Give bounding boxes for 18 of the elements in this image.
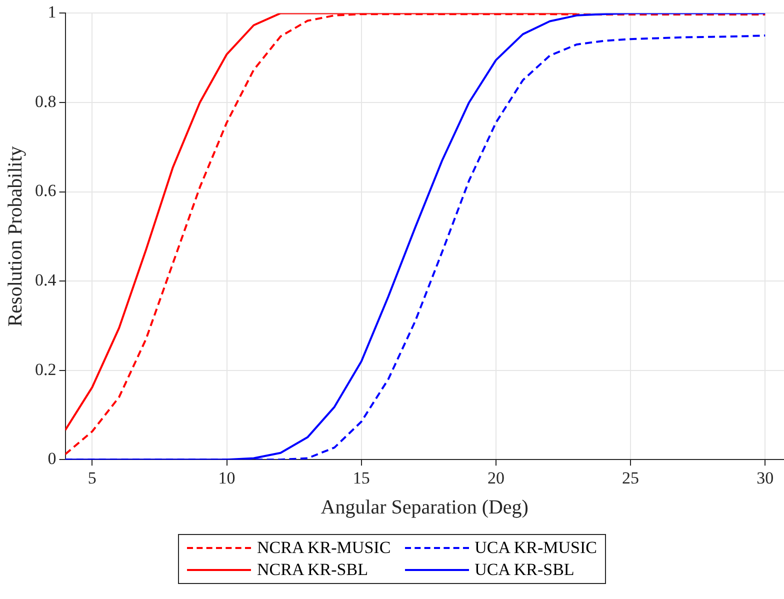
legend-label: UCA KR-SBL [474, 560, 574, 580]
legend-label: NCRA KR-SBL [256, 560, 368, 580]
y-tick-label: 0.4 [35, 270, 57, 290]
x-tick-label: 30 [756, 468, 774, 488]
y-axis-title: Resolution Probability [4, 146, 26, 327]
legend-label: NCRA KR-MUSIC [256, 538, 391, 558]
y-tick-label: 0.8 [35, 92, 56, 111]
x-axis-title: Angular Separation (Deg) [320, 496, 528, 518]
y-tick-label: 0.6 [35, 181, 56, 200]
x-tick-label: 10 [218, 468, 236, 488]
x-tick-label: 15 [352, 468, 370, 488]
y-tick-label: 0.2 [35, 360, 56, 379]
x-tick-label: 5 [88, 468, 96, 488]
legend-label: UCA KR-MUSIC [474, 538, 597, 558]
y-tick-label: 1 [48, 2, 56, 22]
x-tick-label: 20 [487, 468, 504, 488]
y-tick-label: 0 [48, 449, 56, 468]
x-tick-label: 25 [622, 468, 640, 488]
